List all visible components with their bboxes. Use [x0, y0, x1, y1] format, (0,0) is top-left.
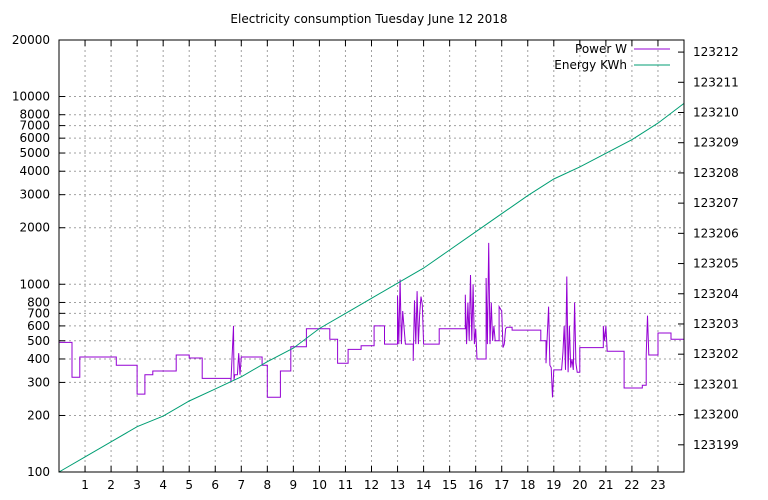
x-tick-label: 18 — [520, 478, 535, 492]
x-tick-label: 8 — [264, 478, 272, 492]
y-left-tick-label: 7000 — [19, 119, 50, 133]
y-left-tick-label: 8000 — [19, 108, 50, 122]
x-tick-label: 4 — [159, 478, 167, 492]
y-left-tick-label: 1000 — [19, 277, 50, 291]
x-tick-label: 23 — [650, 478, 665, 492]
legend: Power W Energy KWh — [554, 42, 670, 72]
y-left-tick-label: 5000 — [19, 146, 50, 160]
x-tick-label: 3 — [133, 478, 141, 492]
x-tick-label: 2 — [107, 478, 115, 492]
y-right-tick-label: 123201 — [693, 377, 739, 391]
plot-border — [58, 39, 685, 473]
y-left-tick-label: 10000 — [12, 90, 50, 104]
y-right-tick-label: 123199 — [693, 438, 739, 452]
x-tick-label: 16 — [468, 478, 483, 492]
series-line-power-w — [59, 242, 684, 398]
x-tick-label: 19 — [546, 478, 561, 492]
y-left-tick-label: 2000 — [19, 221, 50, 235]
y-right-tick-label: 123212 — [693, 45, 739, 59]
grid — [59, 40, 684, 472]
y-right-tick-label: 123203 — [693, 317, 739, 331]
x-tick-label: 22 — [624, 478, 639, 492]
legend-label: Power W — [575, 42, 627, 56]
y-right-tick-label: 123210 — [693, 106, 739, 120]
y-left-tick-label: 100 — [27, 465, 50, 479]
chart-title: Electricity consumption Tuesday June 12 … — [230, 12, 507, 26]
y-left-tick-label: 300 — [27, 375, 50, 389]
y-left-tick-label: 600 — [27, 319, 50, 333]
x-tick-label: 1 — [81, 478, 89, 492]
x-tick-label: 15 — [442, 478, 457, 492]
y-right-tick-label: 123206 — [693, 226, 739, 240]
y-left-tick-label: 4000 — [19, 164, 50, 178]
y-left-tick-label: 400 — [27, 352, 50, 366]
y-right-tick-label: 123209 — [693, 136, 739, 150]
x-tick-label: 17 — [494, 478, 509, 492]
y-left-tick-label: 500 — [27, 334, 50, 348]
x-tick-label: 7 — [237, 478, 245, 492]
y-right-tick-label: 123202 — [693, 347, 739, 361]
y-left-tick-label: 800 — [27, 295, 50, 309]
x-tick-label: 10 — [312, 478, 327, 492]
x-axis: 1 2 3 4 5 6 7 8 9 10 11 12 13 14 15 16 17 18 19 20 21 22 23 — [81, 40, 666, 492]
y-right-tick-label: 123211 — [693, 75, 739, 89]
x-tick-label: 20 — [572, 478, 587, 492]
series-layer — [58, 103, 685, 473]
y-left-tick-label: 700 — [27, 306, 50, 320]
y-left-tick-label: 3000 — [19, 188, 50, 202]
x-tick-label: 6 — [211, 478, 219, 492]
right-axis: 123199 123200 123201 123202 123203 123204 1232… — [678, 45, 739, 452]
y-right-tick-label: 123205 — [693, 257, 739, 271]
y-right-tick-label: 123200 — [693, 408, 739, 422]
y-left-tick-label: 200 — [27, 408, 50, 422]
x-tick-label: 12 — [364, 478, 379, 492]
y-left-tick-label: 20000 — [12, 33, 50, 47]
x-tick-label: 14 — [416, 478, 431, 492]
y-right-tick-label: 123208 — [693, 166, 739, 180]
series-line-energy-kwh — [58, 103, 685, 473]
x-tick-label: 11 — [338, 478, 353, 492]
y-right-tick-label: 123204 — [693, 287, 739, 301]
y-left-tick-label: 6000 — [19, 131, 50, 145]
x-tick-label: 9 — [290, 478, 298, 492]
y-right-tick-label: 123207 — [693, 196, 739, 210]
x-tick-label: 13 — [390, 478, 405, 492]
legend-label: Energy KWh — [554, 58, 627, 72]
x-tick-label: 21 — [598, 478, 613, 492]
x-tick-label: 5 — [185, 478, 193, 492]
